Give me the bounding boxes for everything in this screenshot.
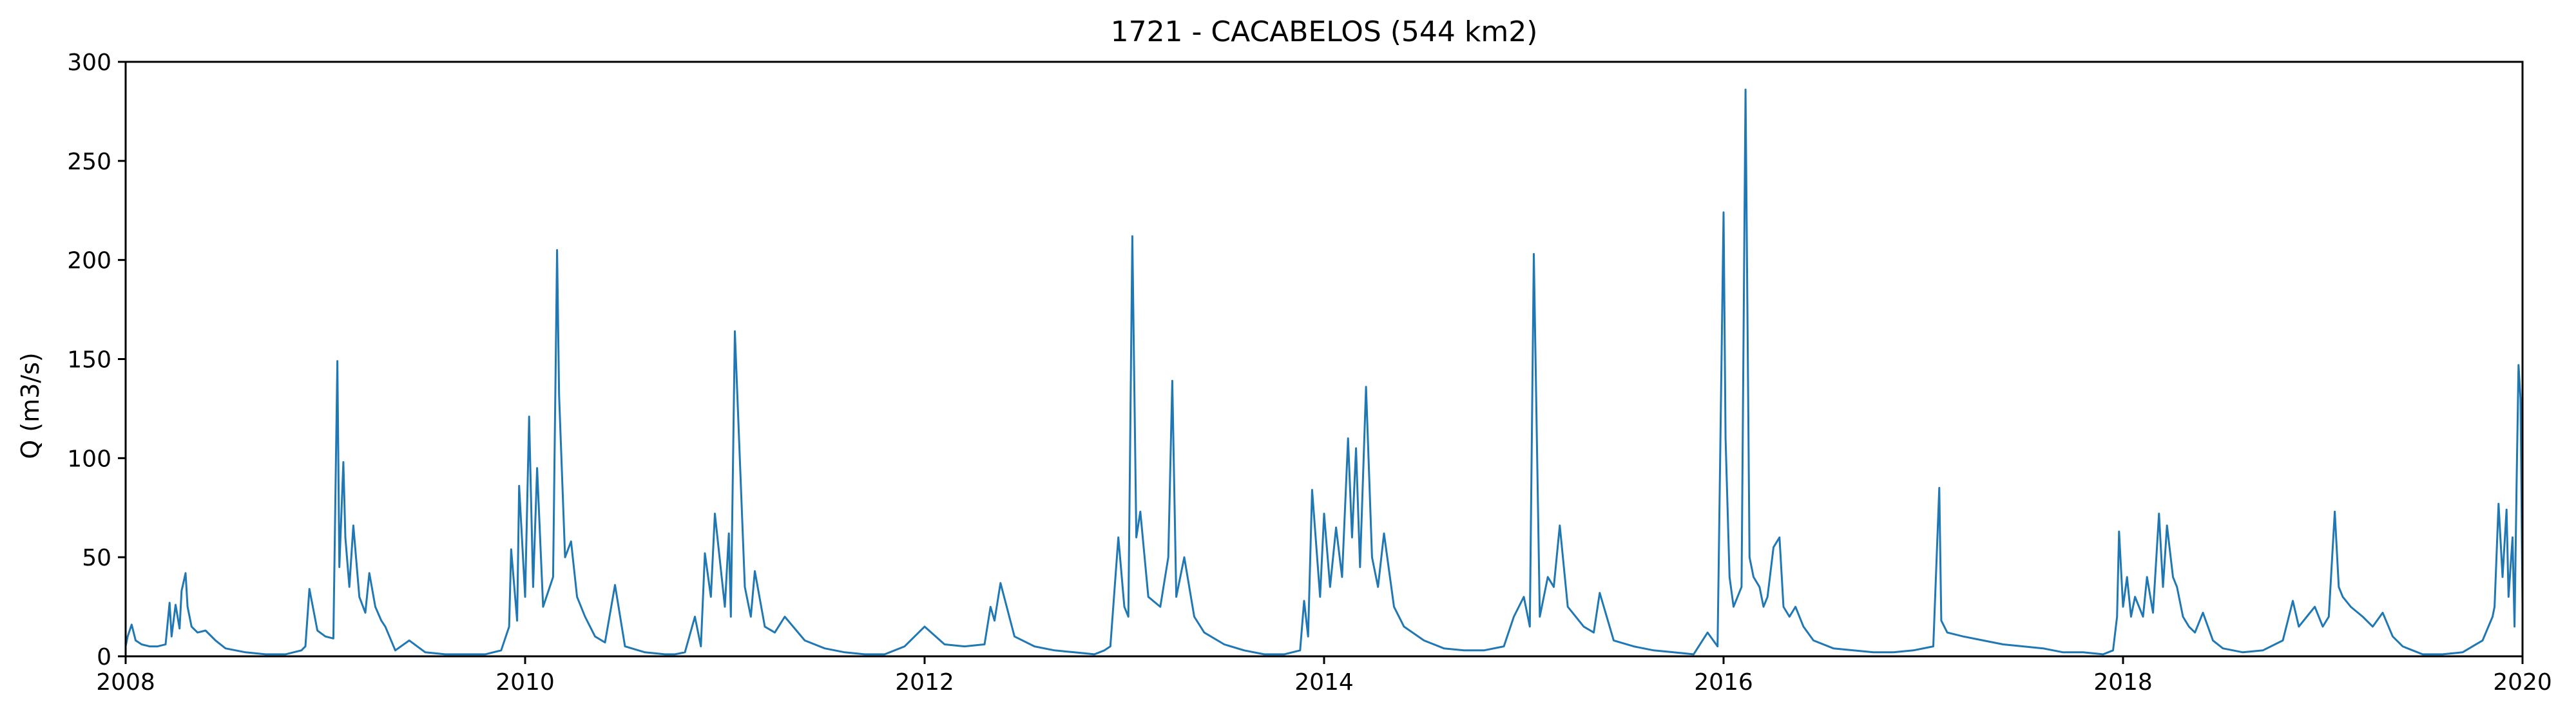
x-tick-label: 2016 bbox=[1694, 669, 1753, 696]
y-tick-label: 150 bbox=[67, 347, 111, 374]
y-tick-label: 0 bbox=[97, 644, 111, 670]
y-tick-label: 50 bbox=[82, 545, 111, 571]
chart-title: 1721 - CACABELOS (544 km2) bbox=[1111, 15, 1538, 48]
y-tick-label: 300 bbox=[67, 50, 111, 76]
y-axis-label: Q (m3/s) bbox=[16, 352, 44, 459]
plot-area bbox=[124, 88, 2524, 656]
x-axis-ticks: 2008 2010 2012 2014 2016 2018 2020 bbox=[96, 656, 2552, 696]
y-tick-label: 100 bbox=[67, 446, 111, 472]
plot-frame bbox=[124, 61, 2524, 658]
y-axis-ticks: 0 50 100 150 200 250 300 bbox=[67, 50, 126, 670]
series-line-discharge bbox=[124, 88, 2524, 656]
x-tick-label: 2008 bbox=[96, 669, 155, 696]
y-tick-label: 250 bbox=[67, 149, 111, 175]
x-tick-label: 2010 bbox=[495, 669, 555, 696]
y-tick-label: 200 bbox=[67, 248, 111, 274]
x-tick-label: 2020 bbox=[2493, 669, 2552, 696]
x-tick-label: 2014 bbox=[1294, 669, 1354, 696]
x-tick-label: 2012 bbox=[895, 669, 954, 696]
x-tick-label: 2018 bbox=[2093, 669, 2153, 696]
